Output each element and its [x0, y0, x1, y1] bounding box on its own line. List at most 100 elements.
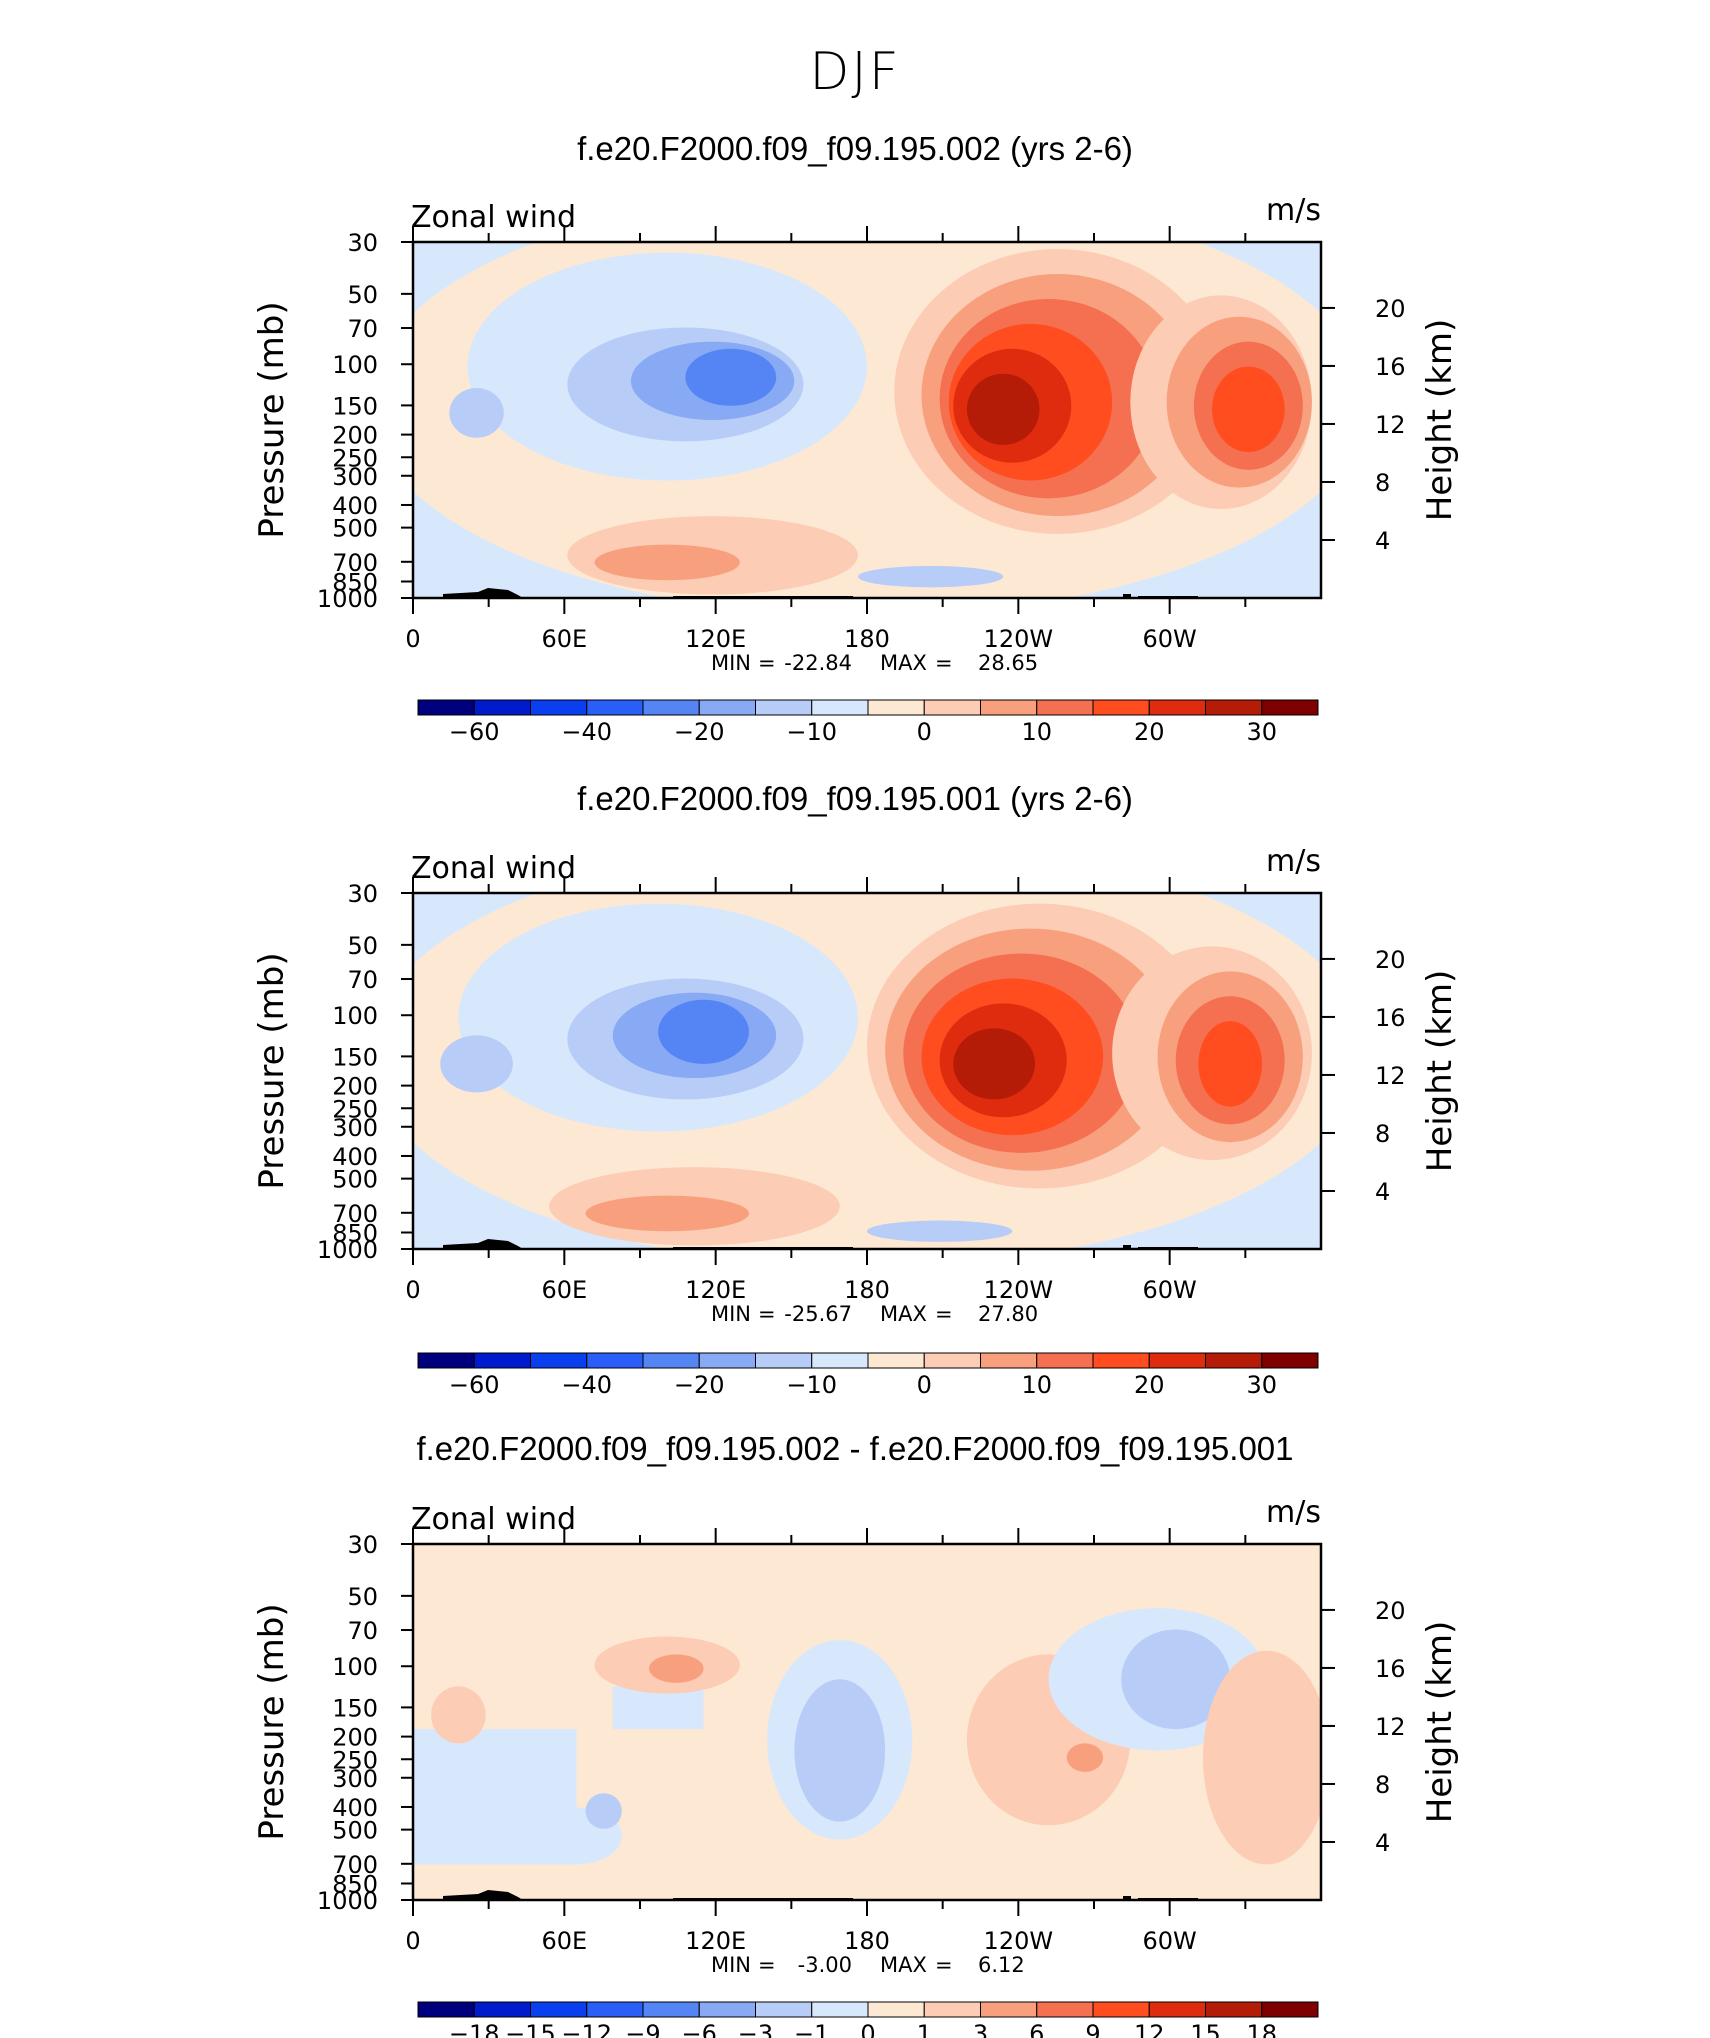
- y-tick-right-label: 4: [1375, 1178, 1390, 1206]
- left-string: Zonal wind: [411, 1502, 576, 1537]
- y-tick-label: 150: [332, 392, 378, 420]
- colorbar-label: 0: [917, 718, 932, 746]
- colorbar-box: [980, 1352, 1038, 1369]
- y-tick-label: 30: [347, 229, 378, 257]
- colorbar-label: −6: [682, 2020, 717, 2038]
- colorbar-box: [1148, 699, 1206, 716]
- panel-1: f.e20.F2000.f09_f09.195.002 (yrs 2-6) 0 60…: [252, 130, 1460, 746]
- x-tick-label: 60E: [541, 625, 587, 653]
- min-eq: =: [758, 651, 776, 675]
- colorbar-label: 30: [1246, 718, 1277, 746]
- colorbar-box: [642, 699, 700, 716]
- y-tick-label: 30: [347, 1531, 378, 1559]
- colorbar-box: [530, 1352, 588, 1369]
- y-tick-label: 300: [332, 1765, 378, 1793]
- colorbar: −18 −15 −12 −9 −6 −3 −1 0 1 3 6 9 12 15 18: [417, 2001, 1319, 2038]
- min-label: MIN: [711, 651, 751, 675]
- colorbar-label: 10: [1021, 718, 1052, 746]
- panel-title: f.e20.F2000.f09_f09.195.002 - f.e20.F200…: [416, 1430, 1293, 1467]
- colorbar-label: −1: [794, 2020, 829, 2038]
- x-tick-label: 120E: [685, 625, 746, 653]
- contour-region: [594, 544, 740, 581]
- colorbar-box: [1036, 2001, 1094, 2018]
- colorbar-label: 18: [1246, 2020, 1277, 2038]
- colorbar-box: [473, 2001, 531, 2018]
- colorbar-label: −10: [786, 1371, 837, 1399]
- contour-field: [413, 893, 1321, 1249]
- x-tick-label: 120W: [984, 1927, 1054, 1955]
- units-label: m/s: [1266, 844, 1321, 879]
- x-tick-label: 120E: [685, 1927, 746, 1955]
- topography: [1123, 1896, 1131, 1900]
- y-axis-title: Pressure (mb): [252, 301, 292, 538]
- colorbar-label: 30: [1246, 1371, 1277, 1399]
- contour-region: [1212, 366, 1285, 453]
- contour-region: [612, 1686, 704, 1730]
- y-tick-label: 50: [347, 932, 378, 960]
- colorbar-label: −15: [505, 2020, 556, 2038]
- colorbar-label: −20: [674, 1371, 725, 1399]
- contour-region: [440, 1035, 513, 1093]
- colorbar-box: [1205, 2001, 1263, 2018]
- panel-title: f.e20.F2000.f09_f09.195.002 (yrs 2-6): [577, 130, 1133, 167]
- y-tick-label: 500: [332, 1166, 378, 1194]
- colorbar-box: [811, 2001, 869, 2018]
- colorbar-box: [642, 1352, 700, 1369]
- max-value: 27.80: [978, 1302, 1038, 1326]
- colorbar-box: [811, 1352, 869, 1369]
- y-tick-label: 500: [332, 1817, 378, 1845]
- topography: [443, 1890, 523, 1900]
- contour-region: [431, 1686, 486, 1744]
- colorbar-box: [1036, 699, 1094, 716]
- x-tick-label: 180: [844, 1927, 890, 1955]
- y-tick-right-label: 12: [1375, 1062, 1406, 1090]
- panel-3: f.e20.F2000.f09_f09.195.002 - f.e20.F200…: [252, 1430, 1460, 2038]
- y-axis-title: Pressure (mb): [252, 952, 292, 1189]
- y-tick-label: 30: [347, 880, 378, 908]
- y-tick-label: 100: [332, 351, 378, 379]
- y-tick-right-label: 8: [1375, 1120, 1390, 1148]
- colorbar-box: [698, 1352, 756, 1369]
- panel-title: f.e20.F2000.f09_f09.195.001 (yrs 2-6): [577, 780, 1133, 817]
- contour-region: [649, 1654, 704, 1683]
- colorbar-box: [530, 699, 588, 716]
- colorbar-box: [1148, 2001, 1206, 2018]
- x-tick-label: 60W: [1143, 1927, 1197, 1955]
- contour-field: [413, 242, 1321, 598]
- colorbar-box: [923, 2001, 981, 2018]
- max-eq: =: [935, 1953, 953, 1977]
- y-tick-label: 150: [332, 1043, 378, 1071]
- y-tick-label: 250: [332, 444, 378, 472]
- y-axis-right-title: Height (km): [1420, 970, 1460, 1173]
- x-tick-label: 180: [844, 1276, 890, 1304]
- contour-region: [658, 999, 749, 1064]
- colorbar-box: [473, 699, 531, 716]
- colorbar-box: [586, 2001, 644, 2018]
- y-tick-right-label: 8: [1375, 1771, 1390, 1799]
- colorbar-box: [1205, 1352, 1263, 1369]
- colorbar-label: 0: [860, 2020, 875, 2038]
- x-tick-label: 0: [405, 1927, 420, 1955]
- colorbar-box: [1092, 2001, 1150, 2018]
- y-tick-label: 400: [332, 492, 378, 520]
- colorbar-box: [417, 1352, 475, 1369]
- colorbar-label: −40: [561, 718, 612, 746]
- colorbar-label: 9: [1085, 2020, 1100, 2038]
- y-tick-right-label: 4: [1375, 1829, 1390, 1857]
- y-tick-label: 70: [347, 966, 378, 994]
- panel-2: f.e20.F2000.f09_f09.195.001 (yrs 2-6) 0 60…: [252, 780, 1460, 1399]
- y-tick-label: 400: [332, 1794, 378, 1822]
- max-label: MAX: [880, 1953, 927, 1977]
- y-tick-right-label: 20: [1375, 1597, 1406, 1625]
- y-tick-label: 70: [347, 1617, 378, 1645]
- left-string: Zonal wind: [411, 851, 576, 886]
- y-tick-label: 500: [332, 515, 378, 543]
- left-string: Zonal wind: [411, 200, 576, 235]
- colorbar-box: [1092, 1352, 1150, 1369]
- colorbar-box: [867, 699, 925, 716]
- max-label: MAX: [880, 651, 927, 675]
- colorbar-box: [530, 2001, 588, 2018]
- colorbar-label: −9: [625, 2020, 660, 2038]
- colorbar-label: 0: [917, 1371, 932, 1399]
- y-tick-label: 50: [347, 281, 378, 309]
